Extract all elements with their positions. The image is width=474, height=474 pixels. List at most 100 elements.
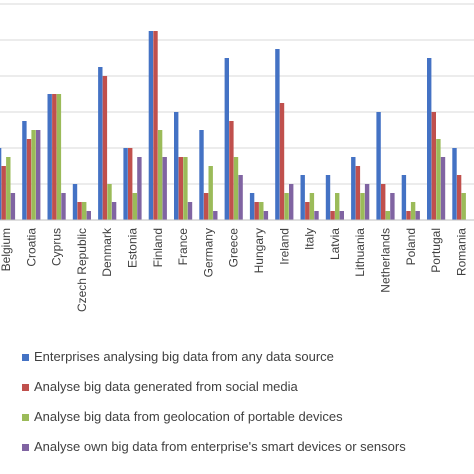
bar-france-series-2 (178, 157, 183, 220)
x-tick-czech-republic: Czech Republic (75, 228, 89, 312)
x-tick-finland: Finland (151, 228, 165, 267)
legend-swatch-4 (22, 444, 29, 451)
bar-denmark-series-1 (98, 67, 103, 220)
bar-belgium-series-2 (1, 166, 6, 220)
bar-hungary-series-2 (254, 202, 259, 220)
bar-czech-republic-series-3 (82, 202, 87, 220)
x-tick-lithuania: Lithuania (353, 228, 367, 277)
bar-croatia-series-3 (31, 130, 36, 220)
legend-label-1: Enterprises analysing big data from any … (34, 349, 334, 364)
bar-estonia-series-4 (137, 157, 142, 220)
legend-swatch-3 (22, 414, 29, 421)
bar-italy-series-3 (309, 193, 315, 220)
bar-greece-series-4 (238, 175, 243, 220)
x-tick-estonia: Estonia (126, 228, 140, 268)
bar-finland-series-4 (162, 157, 167, 220)
bar-romania-series-3 (461, 193, 466, 220)
bar-cyprus-series-3 (56, 94, 62, 220)
bar-latvia-series-3 (335, 193, 340, 220)
x-tick-france: France (176, 228, 190, 266)
x-tick-croatia: Croatia (24, 228, 38, 267)
bar-greece-series-3 (233, 157, 239, 220)
bar-latvia-series-2 (330, 211, 335, 220)
bar-czech-republic-series-4 (86, 211, 91, 220)
bar-italy-series-4 (314, 211, 319, 220)
bar-cyprus-series-4 (61, 193, 66, 220)
x-tick-ireland: Ireland (277, 228, 291, 265)
x-tick-germany: Germany (201, 228, 215, 277)
bar-italy-series-2 (305, 202, 310, 220)
bar-cyprus-series-2 (52, 94, 57, 220)
bar-portugal-series-3 (436, 139, 441, 220)
bar-czech-republic-series-1 (72, 184, 78, 220)
bar-romania-series-1 (452, 148, 457, 220)
bar-denmark-series-3 (107, 184, 112, 220)
bar-poland-series-2 (406, 211, 411, 220)
bar-estonia-series-2 (128, 148, 133, 220)
bar-lithuania-series-2 (355, 166, 361, 220)
bar-greece-series-2 (229, 121, 234, 220)
bar-lithuania-series-1 (351, 157, 356, 220)
bar-hungary-series-3 (259, 202, 264, 220)
bar-denmark-series-2 (102, 76, 108, 220)
legend: Enterprises analysing big data from any … (22, 349, 406, 454)
x-tick-poland: Poland (404, 228, 418, 265)
bar-belgium-series-4 (10, 193, 16, 220)
x-tick-denmark: Denmark (100, 227, 114, 277)
x-tick-belgium: Belgium (0, 228, 13, 271)
bar-ireland-series-3 (284, 193, 289, 220)
bar-belgium-series-1 (0, 148, 2, 220)
bar-finland-series-3 (157, 130, 163, 220)
bar-france-series-3 (183, 157, 188, 220)
bar-ireland-series-4 (289, 184, 294, 220)
bar-portugal-series-1 (427, 58, 432, 220)
legend-label-4: Analyse own big data from enterprise's s… (34, 439, 406, 454)
bar-ireland-series-1 (275, 49, 280, 220)
bar-poland-series-4 (415, 211, 420, 220)
bar-croatia-series-4 (36, 130, 41, 220)
legend-swatch-1 (22, 354, 29, 361)
bar-poland-series-3 (410, 202, 416, 220)
bar-estonia-series-3 (132, 193, 137, 220)
bars (0, 31, 466, 220)
bar-romania-series-2 (456, 175, 462, 220)
bar-netherlands-series-1 (376, 112, 381, 220)
bar-germany-series-4 (213, 211, 218, 220)
bar-hungary-series-4 (263, 211, 269, 220)
bar-croatia-series-2 (26, 139, 32, 220)
bar-finland-series-2 (153, 31, 158, 220)
bar-greece-series-1 (224, 58, 229, 220)
legend-label-3: Analyse big data from geolocation of por… (34, 409, 343, 424)
bar-portugal-series-4 (440, 157, 446, 220)
x-tick-portugal: Portugal (429, 228, 443, 273)
x-tick-latvia: Latvia (328, 228, 342, 260)
bar-finland-series-1 (148, 31, 154, 220)
x-tick-hungary: Hungary (252, 228, 266, 273)
gridlines (0, 3, 474, 185)
bar-czech-republic-series-2 (77, 202, 82, 220)
bar-netherlands-series-4 (390, 193, 395, 220)
bar-hungary-series-1 (249, 193, 255, 220)
bar-germany-series-1 (199, 130, 204, 220)
bar-latvia-series-4 (339, 211, 344, 220)
bar-italy-series-1 (300, 175, 305, 220)
bar-germany-series-3 (208, 166, 213, 220)
bar-germany-series-2 (203, 193, 209, 220)
bar-denmark-series-4 (111, 202, 117, 220)
legend-swatch-2 (22, 384, 29, 391)
bar-lithuania-series-4 (364, 184, 370, 220)
bar-lithuania-series-3 (360, 193, 365, 220)
legend-label-2: Analyse big data generated from social m… (34, 379, 299, 394)
x-tick-italy: Italy (303, 228, 317, 250)
bar-ireland-series-2 (279, 103, 285, 220)
x-tick-labels: Belgium Croatia Cyprus Czech Republic Denmar… (0, 227, 468, 312)
bar-portugal-series-2 (431, 112, 436, 220)
bar-france-series-1 (174, 112, 179, 220)
x-tick-netherlands: Netherlands (379, 228, 393, 293)
bar-cyprus-series-1 (47, 94, 52, 220)
bar-croatia-series-1 (22, 121, 27, 220)
x-tick-cyprus: Cyprus (50, 228, 64, 266)
bar-latvia-series-1 (325, 175, 331, 220)
bar-france-series-4 (187, 202, 193, 220)
